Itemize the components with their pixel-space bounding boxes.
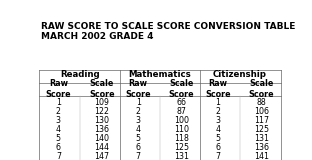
Text: 7: 7: [215, 152, 221, 160]
Text: Raw
Score: Raw Score: [46, 79, 71, 99]
Text: 1: 1: [136, 98, 141, 107]
Text: 110: 110: [174, 125, 189, 134]
Text: 66: 66: [177, 98, 187, 107]
Text: 140: 140: [94, 134, 110, 143]
Text: 7: 7: [136, 152, 141, 160]
Text: 141: 141: [254, 152, 269, 160]
Text: 136: 136: [254, 143, 269, 152]
Text: RAW SCORE TO SCALE SCORE CONVERSION TABLE: RAW SCORE TO SCALE SCORE CONVERSION TABL…: [41, 22, 296, 31]
Text: 117: 117: [254, 116, 269, 125]
Text: 4: 4: [136, 125, 141, 134]
Text: 4: 4: [56, 125, 61, 134]
Text: Scale
Score: Scale Score: [249, 79, 274, 99]
Text: 118: 118: [174, 134, 189, 143]
Text: 87: 87: [177, 107, 187, 116]
Text: 130: 130: [94, 116, 110, 125]
Text: Raw
Score: Raw Score: [205, 79, 231, 99]
Text: MARCH 2002 GRADE 4: MARCH 2002 GRADE 4: [41, 32, 154, 41]
Text: 5: 5: [215, 134, 221, 143]
Text: 136: 136: [94, 125, 110, 134]
Text: 1: 1: [215, 98, 221, 107]
Text: 125: 125: [254, 125, 269, 134]
Text: 109: 109: [95, 98, 109, 107]
Text: 4: 4: [215, 125, 221, 134]
Text: Scale
Score: Scale Score: [89, 79, 115, 99]
Text: 2: 2: [136, 107, 141, 116]
Text: 106: 106: [254, 107, 269, 116]
Text: 144: 144: [94, 143, 110, 152]
Text: Scale
Score: Scale Score: [169, 79, 194, 99]
Text: 2: 2: [56, 107, 61, 116]
Text: Citizenship: Citizenship: [213, 70, 267, 79]
Text: Raw
Score: Raw Score: [125, 79, 151, 99]
Text: 122: 122: [94, 107, 110, 116]
Text: Mathematics: Mathematics: [129, 70, 191, 79]
Text: 2: 2: [215, 107, 221, 116]
Text: 131: 131: [174, 152, 189, 160]
Text: 7: 7: [56, 152, 61, 160]
Text: 3: 3: [136, 116, 141, 125]
Text: 5: 5: [136, 134, 141, 143]
Text: 1: 1: [56, 98, 61, 107]
Text: 3: 3: [215, 116, 221, 125]
Text: Reading: Reading: [60, 70, 100, 79]
Text: 100: 100: [174, 116, 189, 125]
Text: 131: 131: [254, 134, 269, 143]
Text: 6: 6: [215, 143, 221, 152]
Text: 3: 3: [56, 116, 61, 125]
Text: 6: 6: [56, 143, 61, 152]
Text: 88: 88: [256, 98, 266, 107]
Text: 6: 6: [136, 143, 141, 152]
Text: 5: 5: [56, 134, 61, 143]
Text: 125: 125: [174, 143, 189, 152]
Text: 147: 147: [94, 152, 110, 160]
